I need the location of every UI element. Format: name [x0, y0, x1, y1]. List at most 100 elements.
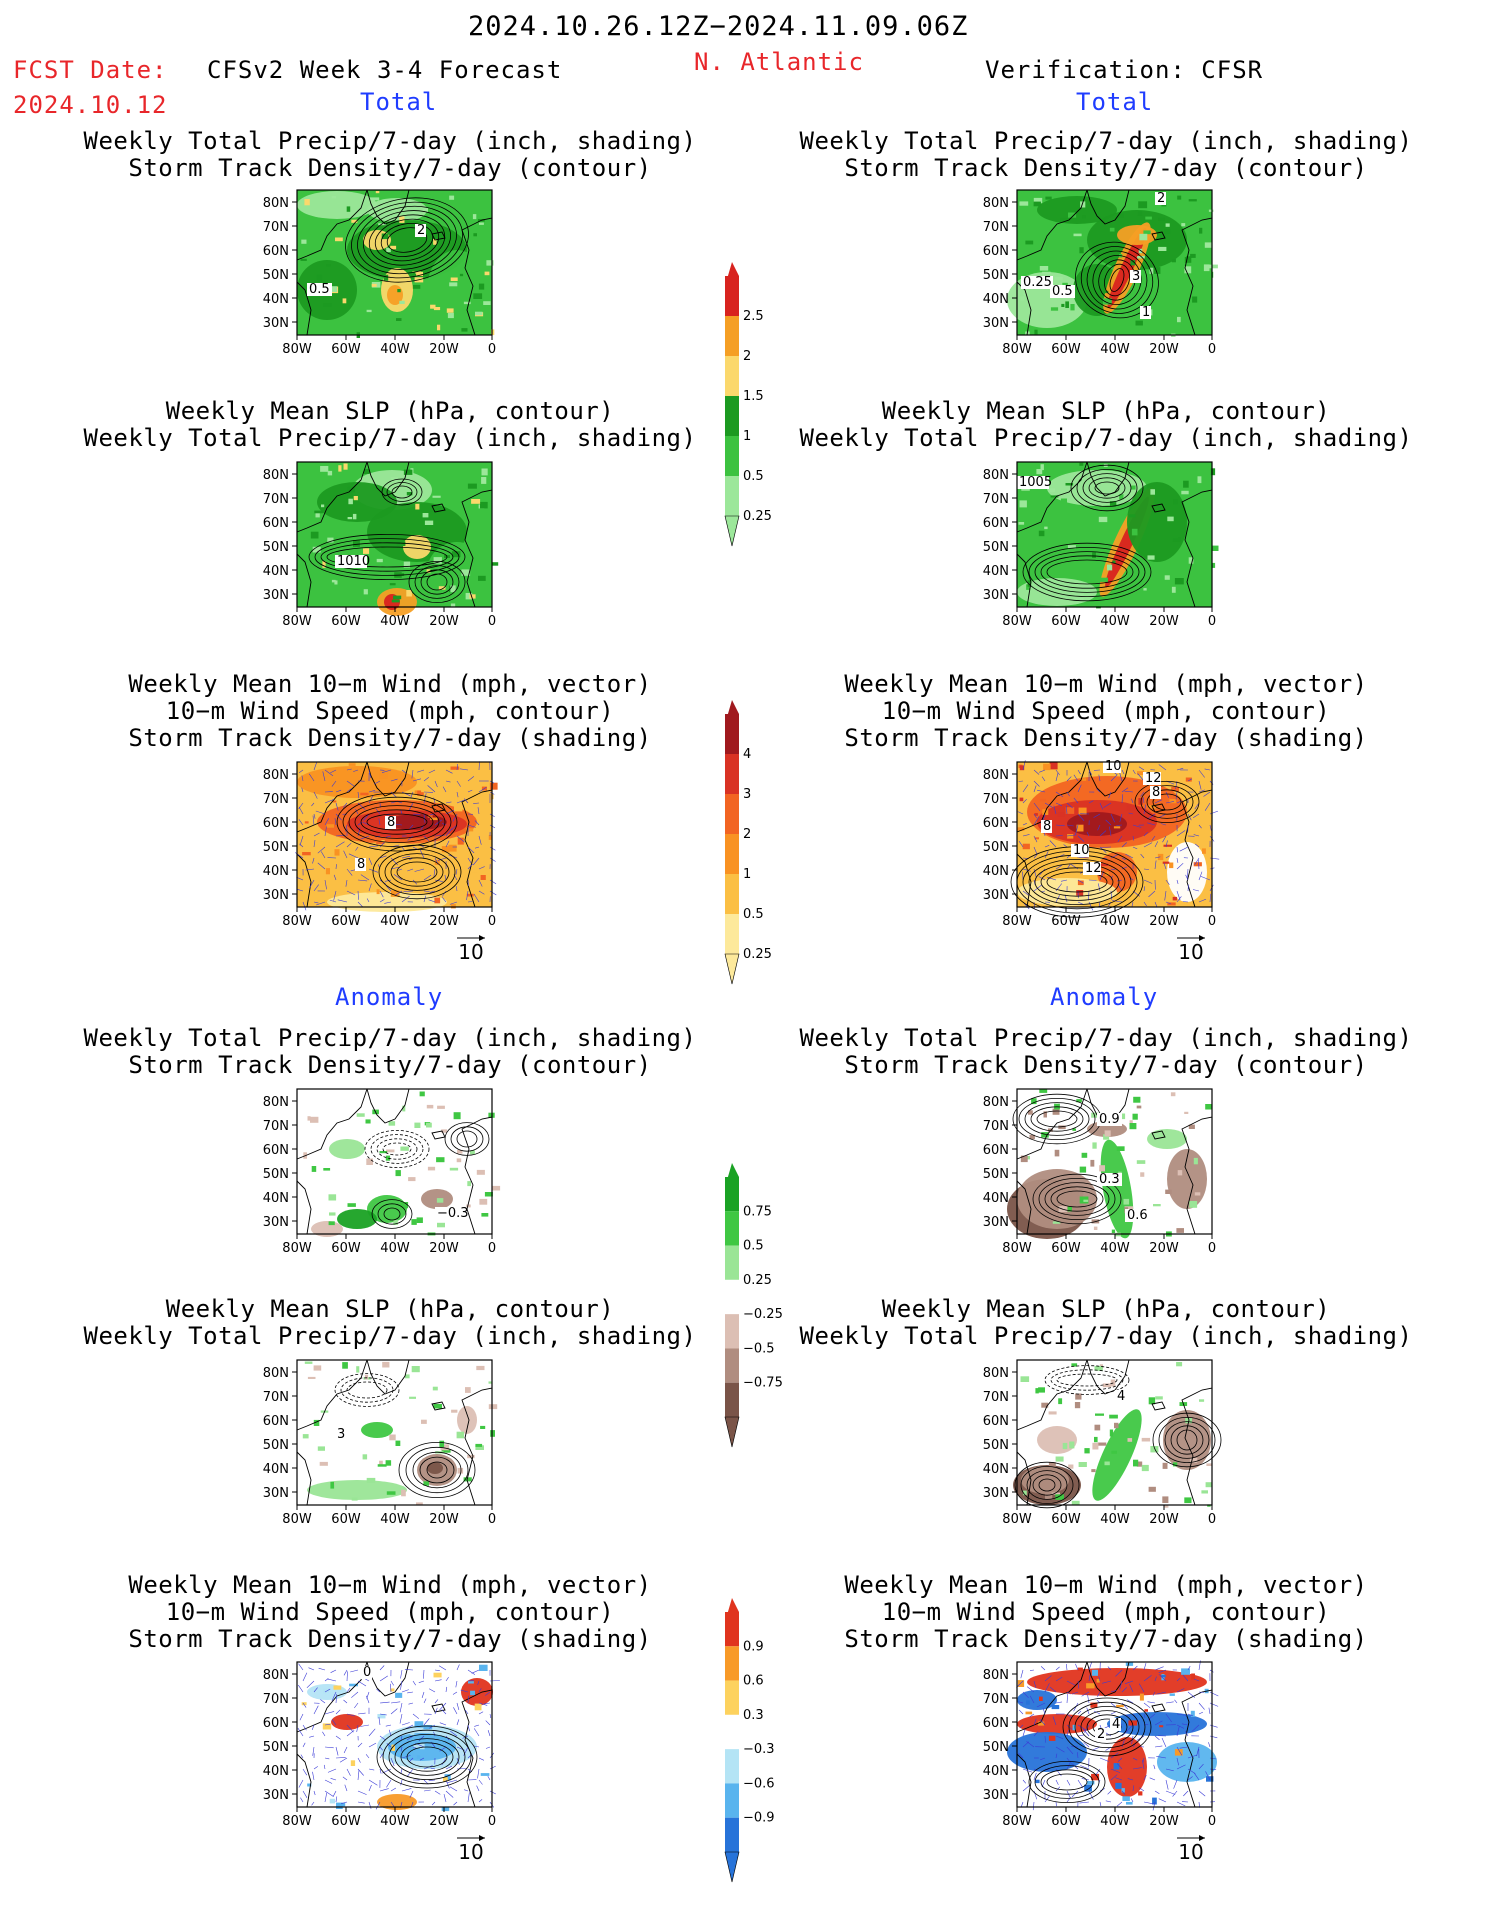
wind-vector [390, 1757, 395, 1767]
wind-vector [423, 895, 427, 903]
colorbar-segment [725, 1211, 739, 1246]
wind-vector [1179, 846, 1189, 852]
wind-vector [324, 799, 335, 804]
shading-cell [450, 585, 456, 593]
wind-vector [1121, 1790, 1126, 1795]
wind-vector [1200, 876, 1211, 881]
wind-vector [1110, 868, 1116, 871]
wind-vector [1131, 901, 1134, 907]
contour-line [1080, 1710, 1134, 1744]
shading-cell [1036, 554, 1045, 559]
contour-label: 8 [387, 815, 395, 830]
shading-cell [1118, 596, 1122, 599]
contour-line [1098, 259, 1136, 301]
wind-vector [421, 1691, 425, 1698]
wind-vector [1064, 894, 1068, 903]
contour-line [346, 1381, 388, 1399]
wind-vector [478, 1799, 483, 1803]
lon-tick-label: 20W [1149, 342, 1179, 357]
shading-cell [449, 195, 455, 200]
shading-cell [404, 1374, 410, 1379]
shading-cell [403, 535, 431, 559]
wind-vector [489, 1713, 492, 1719]
shading-cell [457, 837, 464, 845]
shading-cell [449, 282, 458, 287]
contour-label: 3 [1132, 269, 1140, 284]
panel-title-r3-right: Weekly Mean 10−m Wind (mph, vector) 10−m … [844, 670, 1368, 752]
map-area: 0 [296, 1661, 500, 1812]
shading-cell [351, 1497, 358, 1501]
wind-vector [331, 1691, 337, 1702]
shading-cell [1069, 1441, 1075, 1449]
wind-vector [431, 1801, 436, 1806]
lon-tick-label: 40W [1100, 342, 1130, 357]
wind-vector [434, 1790, 441, 1795]
wind-vector [315, 810, 326, 815]
shading-cell [1094, 1424, 1101, 1431]
contour-label-box [355, 858, 366, 871]
shading-cell [439, 1440, 445, 1447]
shading-cell [1083, 1199, 1089, 1202]
wind-vector [1204, 802, 1211, 811]
shading-cell [1177, 195, 1182, 200]
wind-vector [335, 864, 337, 870]
shading-cell [1092, 1409, 1142, 1501]
contour-line [1032, 1474, 1062, 1496]
wind-vector [478, 1757, 485, 1761]
shading-cell [1084, 1448, 1090, 1454]
wind-vector [456, 1702, 460, 1710]
shading-cell [403, 469, 413, 475]
wind-vector [1209, 824, 1212, 831]
shading-cell [478, 283, 485, 290]
wind-vector [1125, 1680, 1134, 1684]
shading-cell [488, 794, 494, 800]
wind-vector [1198, 789, 1205, 793]
wind-vector [346, 1671, 348, 1682]
shading-cell [1123, 1198, 1130, 1205]
shading-cell [317, 1446, 325, 1451]
map-area: 1005 [1016, 461, 1219, 609]
wind-vector [1137, 773, 1145, 782]
shading-cell [1145, 216, 1152, 220]
shading-cell [406, 590, 412, 597]
colorbar-segment [725, 1646, 739, 1681]
wind-vector [441, 1757, 447, 1766]
wind-vector [1091, 1746, 1101, 1751]
shading-cell [390, 890, 400, 897]
wind-vector [1033, 1680, 1037, 1689]
wind-vector [477, 1768, 480, 1779]
shading-cell [328, 1221, 335, 1226]
shading-cell [1077, 880, 1084, 886]
shading-cell [1081, 778, 1087, 781]
shading-cell [1111, 1229, 1116, 1233]
shading-cell [388, 1121, 396, 1126]
wind-vector [1198, 1702, 1205, 1710]
wind-vector [406, 1735, 414, 1741]
wind-vector [403, 890, 414, 893]
shading-cell [1138, 1791, 1143, 1796]
contour-label: 10 [1073, 843, 1090, 858]
shading-cell [1091, 1112, 1101, 1118]
wind-vector [1066, 824, 1074, 827]
wind-vector [1093, 813, 1101, 818]
wind-vector [1029, 1695, 1035, 1704]
wind-vector [1037, 789, 1046, 793]
shading-cell [1150, 489, 1155, 495]
lon-tick-label: 60W [1051, 1512, 1081, 1527]
lon-tick-label: 80W [282, 1512, 312, 1527]
colorbar-label: 1 [743, 429, 751, 444]
shading-cell [375, 191, 380, 194]
wind-vector [357, 1768, 364, 1776]
shading-cell [1116, 1704, 1124, 1708]
wind-vector [1176, 896, 1182, 903]
section-anomaly-right: Anomaly [1050, 983, 1159, 1011]
lon-tick-label: 40W [1100, 614, 1130, 629]
shading-cell [1171, 586, 1176, 593]
wind-vector [1029, 1669, 1035, 1671]
shading-cell [470, 1150, 475, 1155]
contour-label-box [1021, 276, 1053, 289]
wind-vector [1066, 802, 1073, 809]
wind-vector [451, 824, 458, 830]
wind-vector [335, 1796, 338, 1803]
shading-cell [1162, 1462, 1168, 1469]
